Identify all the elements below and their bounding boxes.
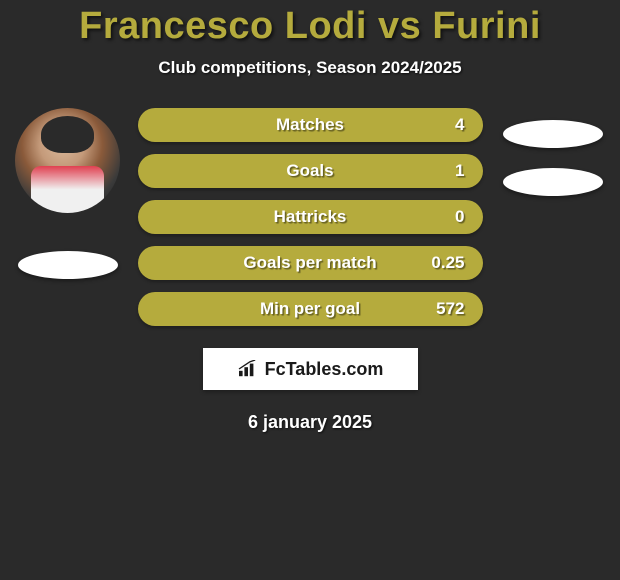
stat-bar-goals-per-match: Goals per match 0.25 xyxy=(138,246,483,280)
stat-value: 572 xyxy=(436,299,464,319)
date-text: 6 january 2025 xyxy=(0,412,620,433)
stat-bar-matches: Matches 4 xyxy=(138,108,483,142)
stat-value: 0 xyxy=(455,207,464,227)
stat-label: Goals per match xyxy=(243,253,376,273)
stat-value: 0.25 xyxy=(431,253,464,273)
bar-chart-icon xyxy=(237,360,259,378)
stat-value: 1 xyxy=(455,161,464,181)
stat-label: Hattricks xyxy=(274,207,347,227)
player-right-name-oval xyxy=(503,120,603,148)
brand-text: FcTables.com xyxy=(265,359,384,380)
page-title: Francesco Lodi vs Furini xyxy=(0,5,620,48)
subtitle: Club competitions, Season 2024/2025 xyxy=(0,58,620,78)
player-left-avatar xyxy=(15,108,120,213)
stat-label: Matches xyxy=(276,115,344,135)
stats-column: Matches 4 Goals 1 Hattricks 0 Goals per … xyxy=(138,108,483,326)
stat-bar-goals: Goals 1 xyxy=(138,154,483,188)
stat-value: 4 xyxy=(455,115,464,135)
stat-label: Min per goal xyxy=(260,299,360,319)
player-left-name-oval xyxy=(18,251,118,279)
stat-bar-hattricks: Hattricks 0 xyxy=(138,200,483,234)
comparison-row: Matches 4 Goals 1 Hattricks 0 Goals per … xyxy=(0,108,620,326)
stat-label: Goals xyxy=(286,161,333,181)
brand-box[interactable]: FcTables.com xyxy=(203,348,418,390)
player-right-column xyxy=(493,108,613,196)
player-left-column xyxy=(8,108,128,279)
stat-bar-min-per-goal: Min per goal 572 xyxy=(138,292,483,326)
player-right-extra-oval xyxy=(503,168,603,196)
infographic-container: Francesco Lodi vs Furini Club competitio… xyxy=(0,0,620,433)
